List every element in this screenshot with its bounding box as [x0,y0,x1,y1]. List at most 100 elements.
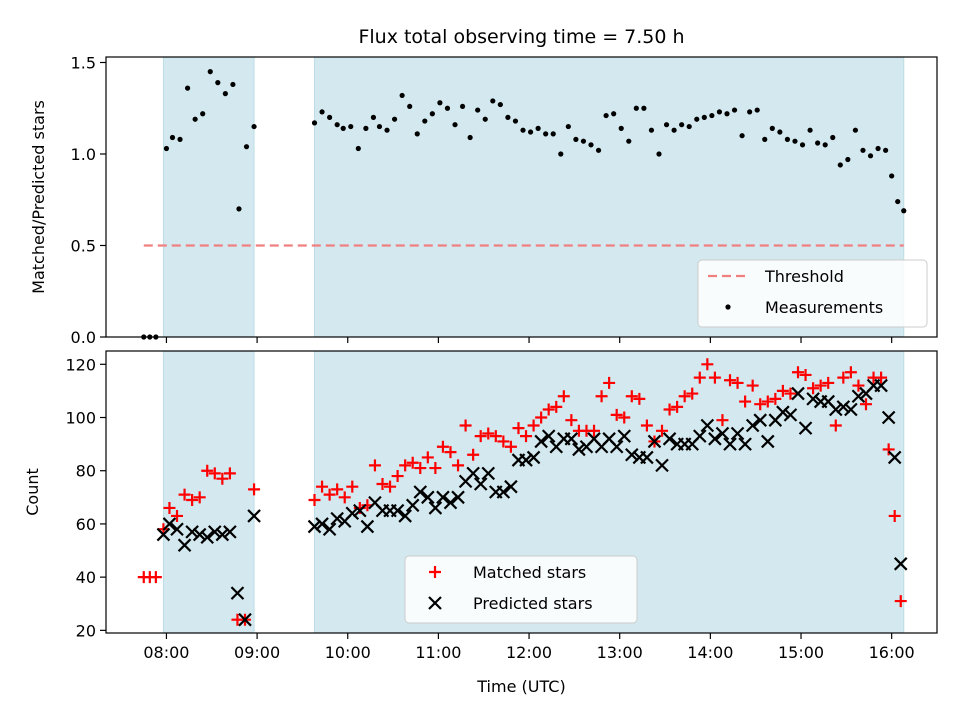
measurement-point-49 [558,151,564,157]
predicted-point-77 [791,386,805,401]
predicted-point-58 [647,434,662,449]
predicted-point-79 [806,392,820,406]
ratio-y-axis-label: Matched/Predicted stars [29,100,48,294]
x-tick-label: 16:00 [869,643,915,662]
measurement-point-36 [459,103,466,110]
predicted-point-12 [247,509,261,523]
measurement-point-39 [482,116,488,122]
predicted-point-7 [208,525,222,539]
measurement-point-63 [663,122,670,128]
y-tick-label: 100 [65,409,96,428]
threshold-legend-label: Threshold [764,267,844,286]
measurement-point-67 [694,116,700,122]
measurement-point-40 [490,98,496,104]
measurement-point-16 [311,120,318,126]
matched-point-71 [724,374,737,387]
predicted-legend-label: Predicted stars [473,594,593,613]
matched-point-62 [656,424,669,437]
measurement-point-30 [414,131,420,137]
matched-point-91 [875,371,888,384]
predicted-point-30 [436,490,450,505]
measurement-point-73 [739,133,745,139]
predicted-point-39 [504,479,518,494]
predicted-point-42 [526,450,541,465]
predicted-point-72 [753,413,768,427]
measurement-point-62 [656,151,662,157]
measurement-point-61 [648,127,655,133]
measurement-point-72 [731,107,738,113]
matched-point-38 [474,430,487,443]
measurement-point-6 [184,85,191,91]
predicted-point-11 [238,612,252,627]
predicted-point-1 [162,517,177,531]
measurement-point-22 [355,145,361,152]
measurement-point-65 [679,122,685,128]
measurement-point-43 [512,118,519,124]
matched-point-77 [769,392,782,405]
matched-point-28 [399,459,412,472]
measurement-point-5 [177,136,183,142]
measurement-point-37 [467,134,473,141]
measurement-point-84 [822,142,828,148]
measurement-point-17 [319,109,325,115]
measurement-point-76 [762,136,768,142]
measurement-point-85 [830,134,836,141]
predicted-point-85 [851,389,866,404]
predicted-point-84 [844,402,858,417]
predicted-point-0 [156,527,171,542]
matched-point-75 [754,398,767,411]
predicted-point-44 [541,429,556,443]
predicted-point-8 [215,527,230,542]
matched-point-50 [565,414,578,427]
matched-point-79 [784,387,797,400]
measurement-point-41 [497,101,503,108]
predicted-point-71 [745,418,760,433]
predicted-point-89 [881,410,896,425]
measurement-point-46 [535,125,541,131]
predicted-point-10 [230,586,245,600]
matched-point-57 [618,411,631,424]
x-tick-label: 09:00 [234,643,280,662]
measurement-point-81 [799,142,806,148]
predicted-legend-marker [428,596,442,610]
measurement-point-95 [901,208,907,214]
predicted-point-13 [307,519,322,534]
measurement-point-69 [709,112,715,119]
measurements-legend-label: Measurements [765,298,883,317]
predicted-point-53 [609,439,624,454]
measurement-point-55 [603,112,609,119]
matched-point-76 [761,395,774,408]
measurement-point-31 [422,118,428,124]
matched-point-68 [701,358,714,371]
measurement-point-12 [230,81,236,88]
predicted-point-38 [496,485,511,499]
measurement-point-21 [348,123,354,130]
matched-point-34 [444,446,457,459]
matched-point-84 [822,376,835,389]
predicted-point-90 [887,450,902,465]
y-tick-label: 0.0 [71,328,96,347]
matched-point-44 [520,430,533,443]
measurement-point-54 [595,147,602,153]
y-tick-label: 40 [76,568,96,587]
measurement-point-47 [543,131,549,137]
predicted-point-41 [519,453,533,467]
measurement-point-58 [626,138,632,144]
predicted-point-15 [322,522,337,537]
predicted-point-32 [451,490,465,505]
measurement-point-29 [407,103,413,110]
predicted-point-25 [398,509,412,523]
matched-point-54 [595,390,608,403]
y-tick-label: 60 [76,515,96,534]
x-tick-label: 14:00 [687,643,733,662]
predicted-point-31 [443,495,458,510]
measurement-point-59 [633,105,639,111]
measurement-point-7 [192,116,198,122]
predicted-point-54 [617,429,632,443]
matched-point-9 [201,464,214,477]
y-tick-label: 1.5 [71,53,96,72]
matched-point-67 [693,371,706,384]
matched-point-37 [467,448,480,461]
predicted-point-4 [185,525,199,539]
x-tick-label: 12:00 [506,643,552,662]
